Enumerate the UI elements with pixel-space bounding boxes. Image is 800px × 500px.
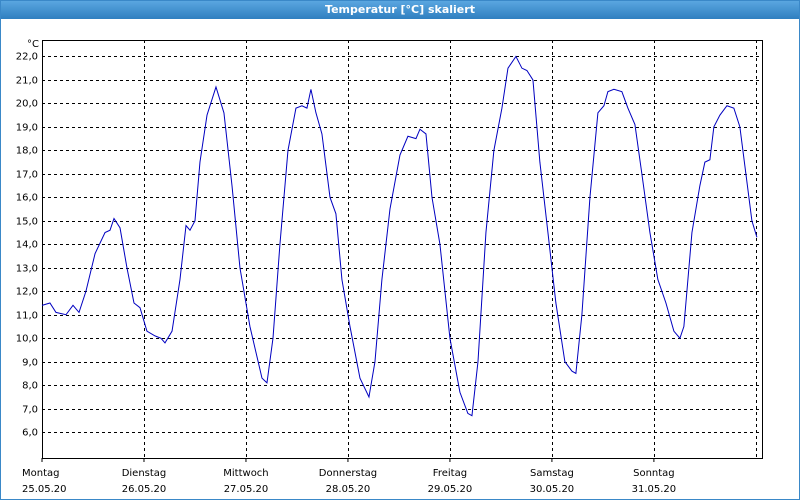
plot-border	[42, 40, 763, 459]
y-tick-label: 21,0	[16, 76, 38, 87]
y-unit: °C	[27, 39, 39, 50]
y-tick-label: 7,0	[22, 405, 38, 416]
x-tick-date: 31.05.20	[632, 484, 677, 495]
y-tick-label: 13,0	[16, 264, 38, 275]
x-tick-day: Mittwoch	[223, 468, 268, 479]
x-tick-day: Sonntag	[633, 468, 675, 479]
title-bar: Temperatur [°C] skaliert	[1, 1, 799, 19]
x-tick-date: 27.05.20	[224, 484, 269, 495]
y-tick-label: 22,0	[16, 52, 38, 63]
y-tick-label: 14,0	[16, 240, 38, 251]
y-tick-label: 9,0	[22, 358, 38, 369]
y-tick-label: 15,0	[16, 217, 38, 228]
x-tick-date: 30.05.20	[530, 484, 575, 495]
x-tick-day: Donnerstag	[319, 468, 377, 479]
x-tick-date: 26.05.20	[122, 484, 167, 495]
y-tick-label: 19,0	[16, 123, 38, 134]
y-tick-label: 20,0	[16, 99, 38, 110]
x-tick-date: 28.05.20	[326, 484, 371, 495]
x-tick-day: Montag	[22, 468, 59, 479]
y-tick-label: 8,0	[22, 381, 38, 392]
x-tick-date: 25.05.20	[22, 484, 67, 495]
x-tick-day: Samstag	[530, 468, 574, 479]
x-tick-day: Dienstag	[122, 468, 167, 479]
x-tick-day: Freitag	[433, 468, 467, 479]
y-tick-label: 6,0	[22, 428, 38, 439]
y-tick-label: 16,0	[16, 193, 38, 204]
y-tick-label: 12,0	[16, 287, 38, 298]
y-tick-label: 18,0	[16, 146, 38, 157]
x-tick-date: 29.05.20	[428, 484, 473, 495]
y-tick-label: 10,0	[16, 334, 38, 345]
y-tick-label: 17,0	[16, 170, 38, 181]
temperature-line	[41, 55, 758, 417]
y-tick-label: 11,0	[16, 311, 38, 322]
